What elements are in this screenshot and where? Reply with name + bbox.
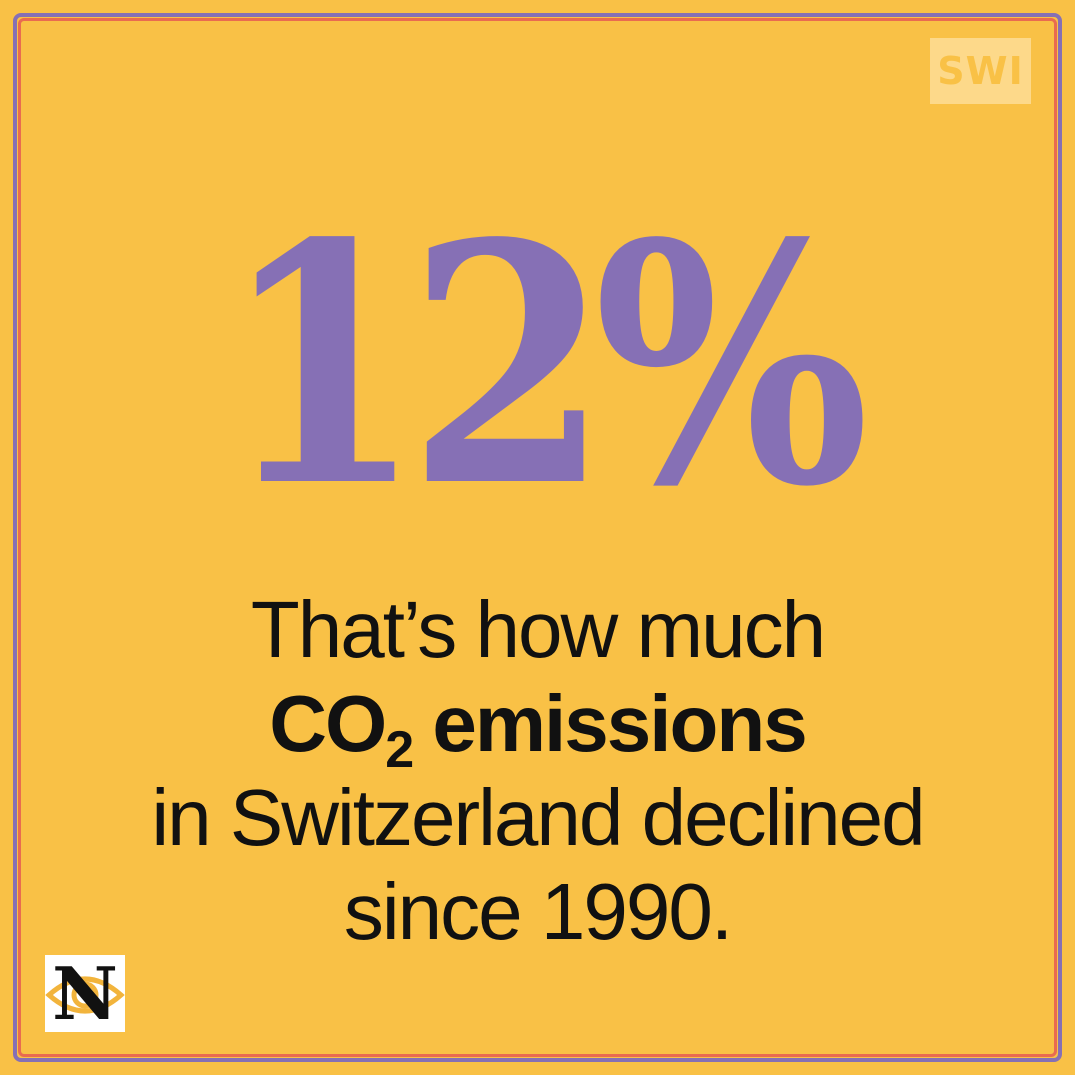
publisher-logo: N — [45, 955, 125, 1032]
eye-icon — [45, 976, 125, 1014]
caption-text: That’s how much CO2 emissions in Switzer… — [0, 583, 1075, 959]
caption-line-1: That’s how much — [250, 585, 826, 674]
caption-line-3: in Switzerland declined — [151, 773, 925, 862]
headline-percentage: 12% — [221, 171, 869, 559]
caption-line-4: since 1990. — [343, 867, 733, 956]
emissions-label: emissions — [412, 679, 807, 768]
swi-logo-text: SWI — [937, 49, 1024, 93]
logo-letter: N — [52, 951, 118, 1036]
co2-label: CO — [269, 679, 387, 768]
co2-subscript: 2 — [385, 721, 414, 779]
inner-border — [18, 18, 1057, 1057]
caption-line-2: CO2 emissions — [0, 677, 1075, 776]
swi-logo: SWI — [930, 38, 1031, 104]
outer-border — [13, 13, 1062, 1062]
